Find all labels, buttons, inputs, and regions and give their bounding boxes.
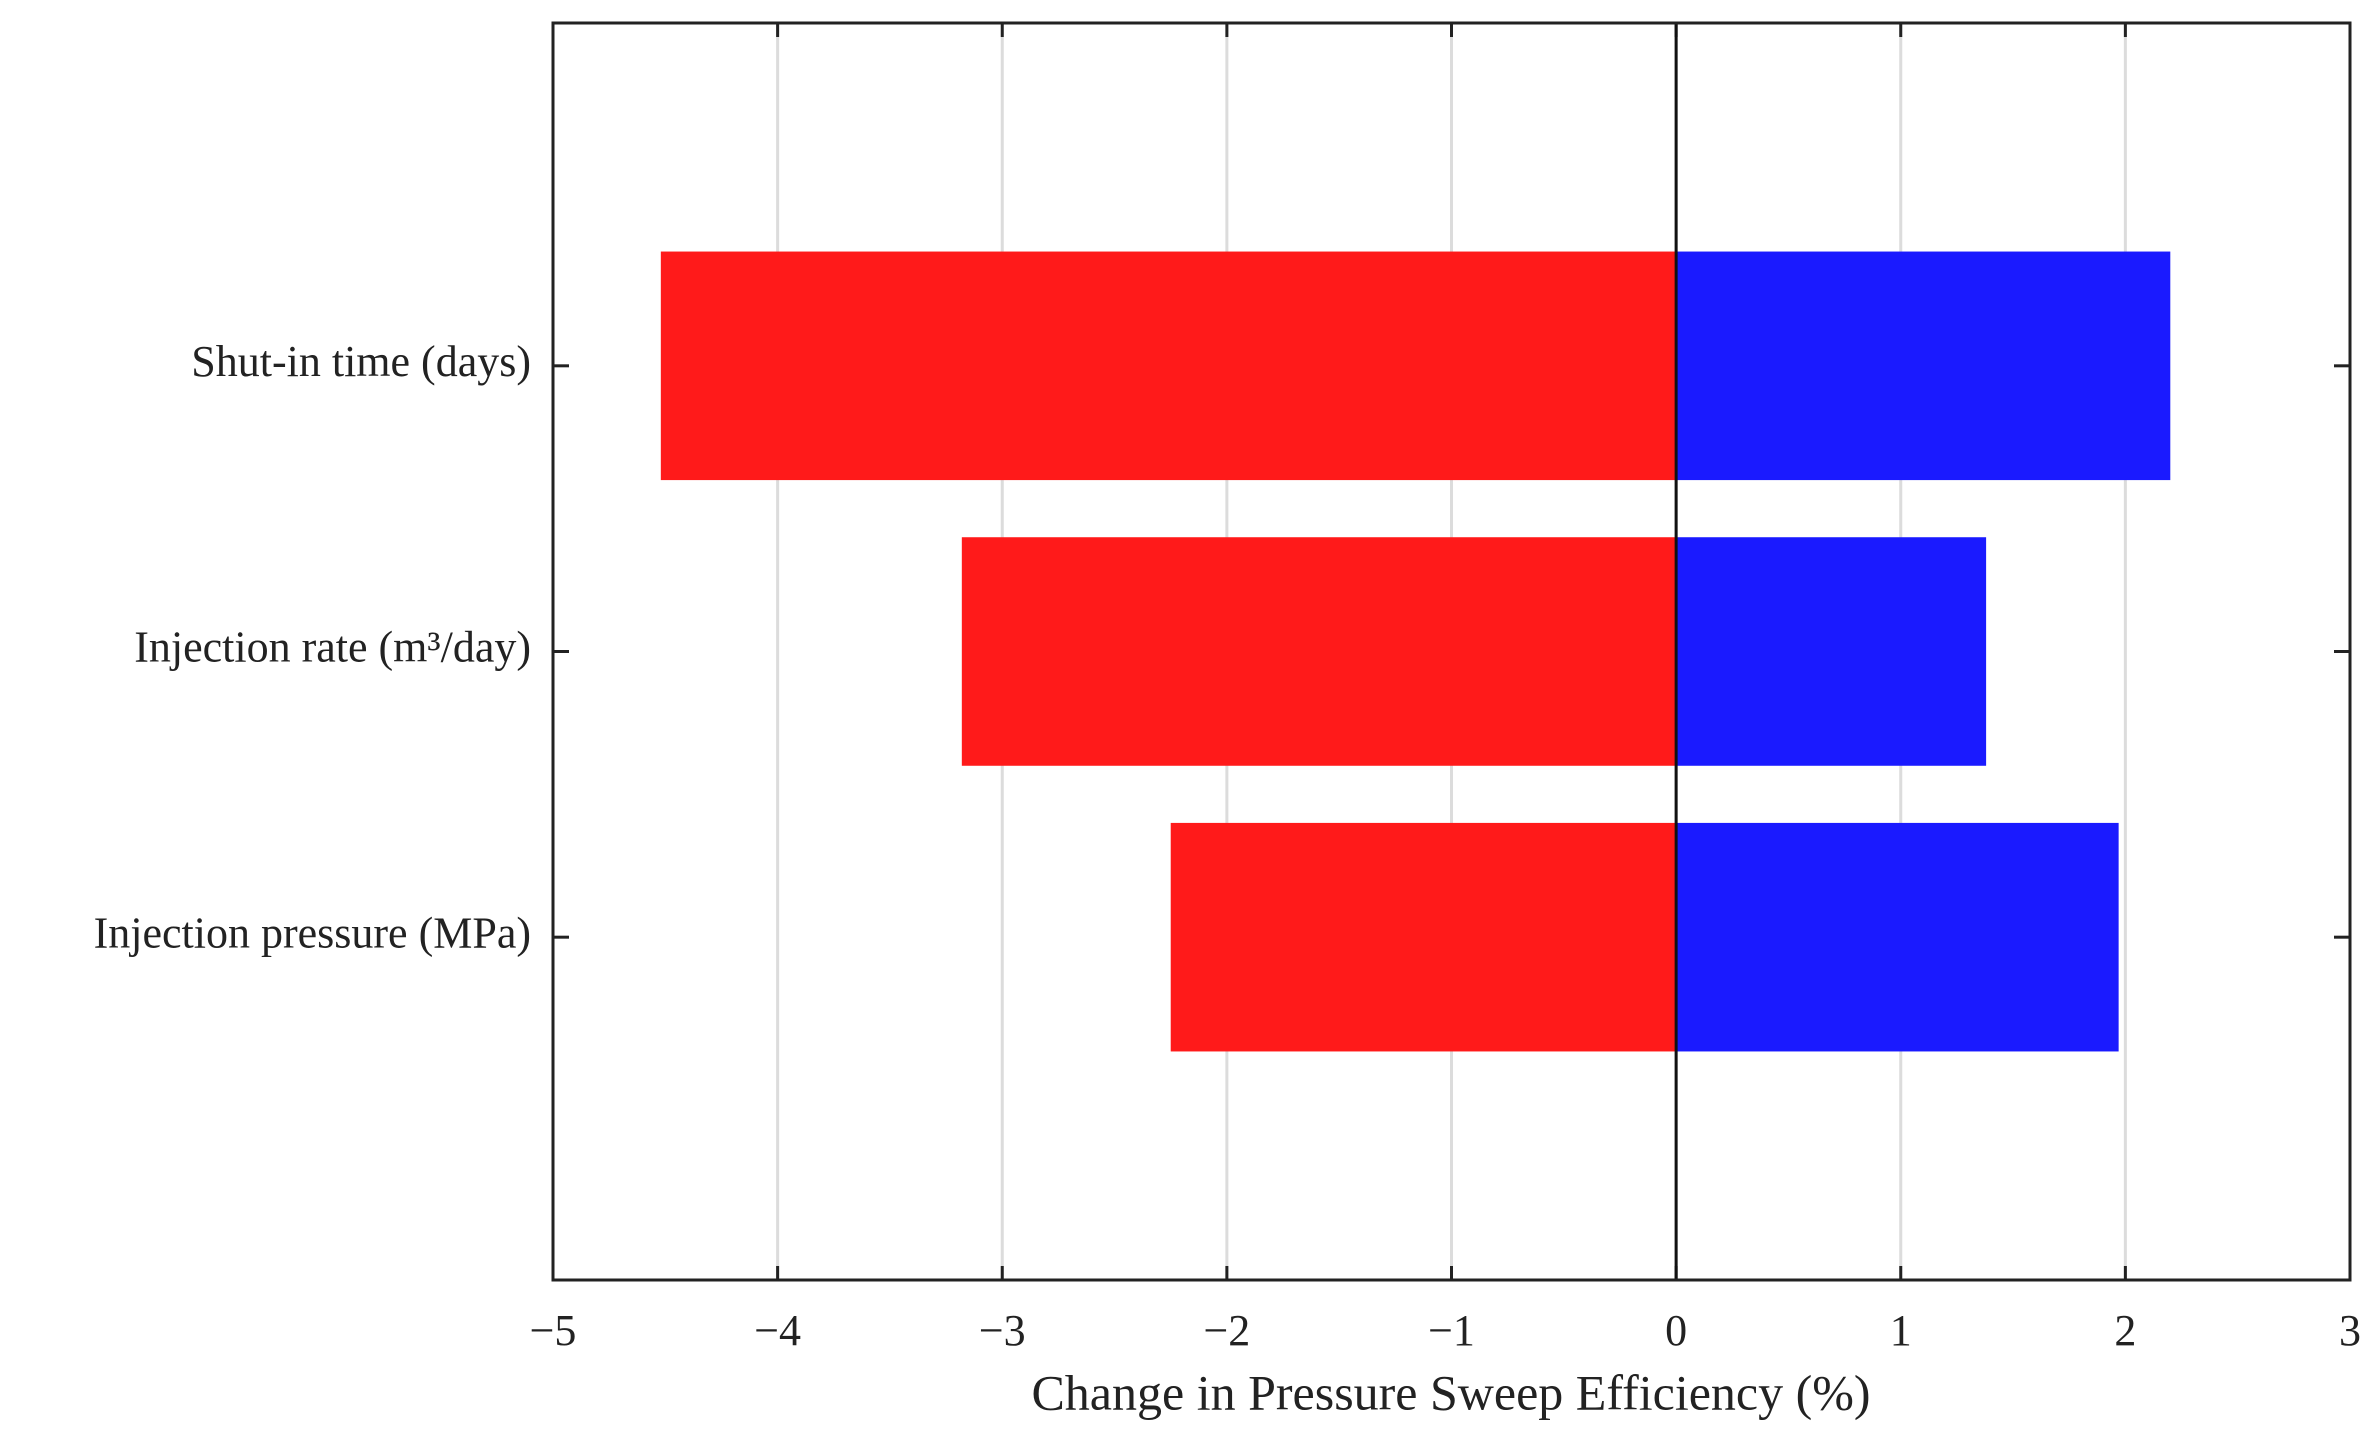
x-axis-label: Change in Pressure Sweep Efficiency (%) [1031, 1364, 1870, 1420]
bar [1676, 537, 1987, 766]
bar [1676, 251, 2171, 481]
x-tick-label: −2 [1203, 1306, 1250, 1355]
x-tick-label: 2 [2114, 1306, 2136, 1355]
x-tick-label: −5 [530, 1306, 577, 1355]
y-tick-label: Shut-in time (days) [191, 337, 531, 386]
x-tick-label: 0 [1665, 1306, 1687, 1355]
x-tick-label: −3 [979, 1306, 1026, 1355]
x-tick-label: −1 [1428, 1306, 1475, 1355]
bar [1676, 822, 2119, 1052]
y-tick-label: Injection pressure (MPa) [94, 908, 531, 957]
x-tick-label: 1 [1890, 1306, 1912, 1355]
bar [1170, 822, 1677, 1052]
bar [961, 537, 1677, 766]
bar [660, 251, 1677, 481]
x-tick-label: −4 [754, 1306, 801, 1355]
y-tick-label: Injection rate (m³/day) [134, 623, 531, 672]
x-tick-label: 3 [2339, 1306, 2361, 1355]
plot-frame [551, 21, 2352, 1282]
